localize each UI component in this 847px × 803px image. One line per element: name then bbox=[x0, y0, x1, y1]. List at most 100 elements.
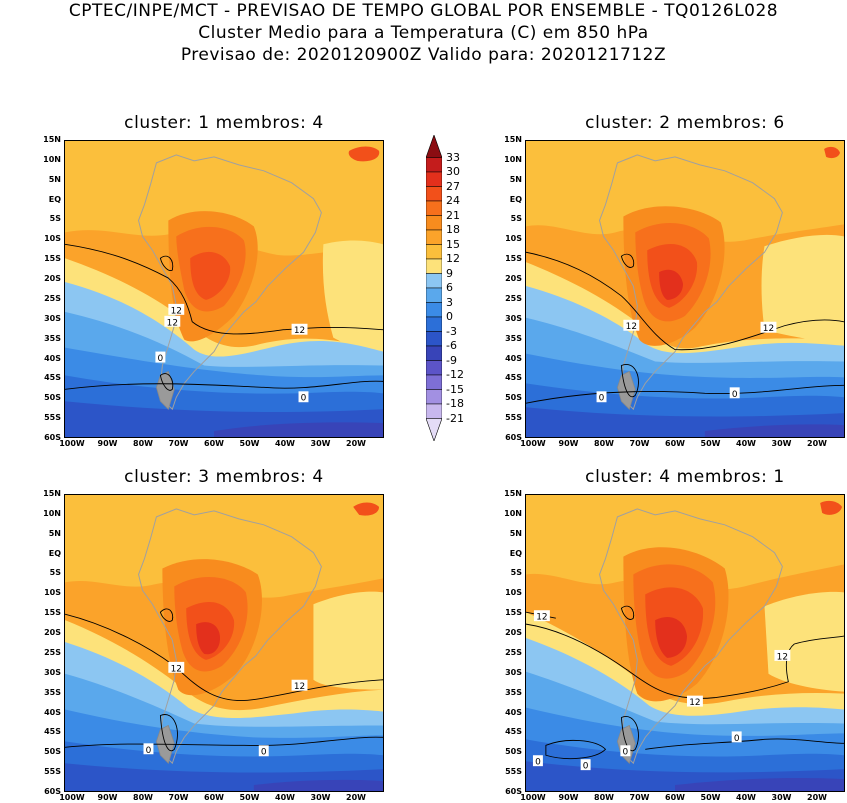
latitude-tick: 50S bbox=[505, 747, 522, 757]
contour-line bbox=[526, 623, 844, 699]
longitude-tick: 100W bbox=[520, 793, 546, 802]
colorbar-swatch bbox=[425, 316, 443, 332]
contour-label-bg bbox=[760, 321, 777, 333]
latitude-tick: 30S bbox=[44, 667, 61, 677]
longitude-tick: 50W bbox=[239, 793, 260, 802]
latitude-tick: EQ bbox=[509, 548, 522, 558]
continent-outline bbox=[138, 154, 322, 411]
latitude-tick: 60S bbox=[505, 787, 522, 796]
longitude-tick: 50W bbox=[239, 439, 260, 448]
contour-line bbox=[65, 243, 383, 335]
longitude-tick: 80W bbox=[133, 439, 153, 448]
latitude-tick: 30S bbox=[44, 313, 61, 323]
contour-line bbox=[620, 716, 639, 752]
colorbar-label: 6 bbox=[446, 281, 453, 294]
contour-line bbox=[65, 380, 383, 390]
longitude-tick: 60W bbox=[204, 439, 224, 448]
contour-label-bg bbox=[164, 315, 181, 327]
contour-label: 0 bbox=[734, 734, 740, 744]
colorbar-swatch bbox=[425, 389, 443, 405]
contour-label: 12 bbox=[294, 326, 305, 336]
colorbar-swatch bbox=[425, 244, 443, 260]
latitude-tick: 10S bbox=[505, 588, 522, 598]
shaded-band bbox=[196, 622, 221, 655]
longitude-tick: 40W bbox=[275, 439, 295, 448]
colorbar-label: -6 bbox=[446, 339, 457, 352]
latitude-tick: 5S bbox=[510, 568, 522, 578]
shaded-band bbox=[526, 495, 844, 590]
contour-label-bg bbox=[596, 391, 607, 403]
contour-line bbox=[159, 255, 174, 271]
shaded-band bbox=[253, 779, 383, 791]
longitude-tick: 90W bbox=[558, 793, 579, 802]
contour-label-bg bbox=[168, 661, 185, 673]
colorbar-swatch bbox=[425, 157, 443, 173]
latitude-tick: 15S bbox=[505, 608, 522, 618]
longitude-tick: 60W bbox=[665, 793, 685, 802]
latitude-tick: EQ bbox=[509, 194, 522, 204]
latitude-tick: 40S bbox=[505, 707, 522, 717]
latitude-tick: 10S bbox=[505, 234, 522, 244]
latitude-tick: 20S bbox=[44, 628, 61, 638]
contour-label-bg bbox=[620, 745, 631, 757]
colorbar-swatch bbox=[425, 331, 443, 347]
latitude-tick: 40S bbox=[44, 353, 61, 363]
contour-label: 0 bbox=[599, 394, 605, 404]
shaded-band bbox=[348, 146, 380, 162]
continent-outline bbox=[599, 154, 783, 411]
contour-label: 12 bbox=[294, 682, 305, 692]
colorbar-swatch bbox=[425, 403, 443, 419]
colorbar-swatch bbox=[425, 171, 443, 187]
contour-label: 12 bbox=[777, 652, 788, 662]
longitude-tick: 50W bbox=[700, 439, 721, 448]
panel-title: cluster: 3 membros: 4 bbox=[124, 467, 324, 487]
latitude-tick: 40S bbox=[44, 707, 61, 717]
colorbar-label: -18 bbox=[446, 397, 464, 410]
colorbar-label: -9 bbox=[446, 353, 457, 367]
contour-label-bg bbox=[731, 731, 742, 743]
continent-outline bbox=[599, 508, 783, 765]
header-line-1: CPTEC/INPE/MCT - PREVISAO DE TEMPO GLOBA… bbox=[68, 1, 779, 21]
latitude-tick: 35S bbox=[505, 687, 522, 697]
shaded-band bbox=[526, 141, 844, 242]
colorbar-label: 30 bbox=[446, 165, 460, 178]
contour-label-bg bbox=[298, 391, 309, 403]
temperature-field: 12 12 0 0 bbox=[526, 141, 844, 437]
colorbar-label: -3 bbox=[446, 324, 457, 338]
latitude-tick: 5S bbox=[510, 214, 522, 224]
latitude-tick: 55S bbox=[44, 413, 61, 423]
contour-label: 0 bbox=[261, 748, 267, 758]
latitude-tick: 10N bbox=[43, 508, 61, 518]
latitude-tick: 50S bbox=[505, 393, 522, 403]
contour-label: 12 bbox=[763, 324, 774, 334]
latitude-tick: 15S bbox=[44, 608, 61, 618]
shaded-band bbox=[65, 141, 383, 256]
latitude-tick: 5S bbox=[49, 568, 61, 578]
longitude-tick: 20W bbox=[346, 439, 366, 448]
latitude-tick: 45S bbox=[44, 727, 61, 737]
contour-line bbox=[620, 605, 635, 620]
longitude-tick: 50W bbox=[700, 793, 721, 802]
contour-label-bg bbox=[729, 387, 740, 399]
latitude-tick: 50S bbox=[44, 747, 61, 757]
contour-label-bg bbox=[143, 743, 154, 755]
contour-label: 12 bbox=[536, 613, 547, 623]
contour-label: 0 bbox=[146, 746, 152, 756]
shaded-band bbox=[313, 591, 383, 690]
contour-label: 0 bbox=[301, 394, 307, 404]
longitude-tick: 20W bbox=[807, 793, 827, 802]
latitude-tick: 15S bbox=[44, 254, 61, 264]
latitude-tick: 10S bbox=[44, 588, 61, 598]
latitude-tick: 60S bbox=[505, 433, 522, 442]
latitude-tick: 55S bbox=[505, 413, 522, 423]
contour-line bbox=[65, 736, 383, 748]
longitude-tick: 20W bbox=[807, 439, 827, 448]
contour-label: 0 bbox=[583, 762, 589, 772]
longitude-tick: 70W bbox=[168, 439, 189, 448]
latitude-tick: EQ bbox=[48, 548, 61, 558]
colorbar-label: 27 bbox=[446, 179, 460, 193]
latitude-tick: 55S bbox=[44, 767, 61, 777]
contour-label: 12 bbox=[171, 664, 182, 674]
latitude-tick: 5N bbox=[509, 174, 522, 184]
longitude-tick: 80W bbox=[133, 793, 153, 802]
